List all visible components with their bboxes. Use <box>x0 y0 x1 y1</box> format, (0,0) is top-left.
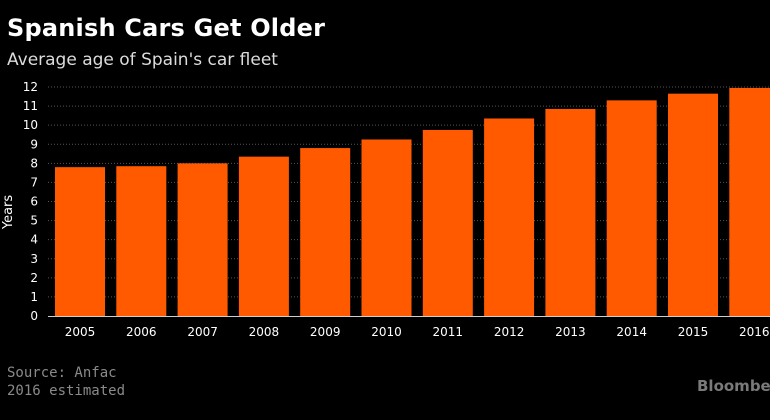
bar-2007 <box>177 163 228 316</box>
x-tick-label: 2015 <box>678 325 709 339</box>
x-tick-label: 2006 <box>126 325 157 339</box>
y-tick-label: 8 <box>30 156 38 170</box>
y-tick-label: 2 <box>30 271 38 285</box>
y-tick-label: 3 <box>30 252 38 266</box>
y-tick-label: 6 <box>30 195 38 209</box>
y-tick-label: 0 <box>30 309 38 323</box>
estimate-note: 2016 estimated <box>7 383 126 399</box>
y-tick-label: 7 <box>30 175 38 189</box>
x-tick-label: 2016 <box>739 325 770 339</box>
y-tick-label: 4 <box>30 233 38 247</box>
x-tick-label: 2009 <box>310 325 341 339</box>
bar-2010 <box>361 139 412 316</box>
y-tick-label: 11 <box>23 99 38 113</box>
x-tick-label: 2011 <box>433 325 464 339</box>
bar-2009 <box>300 148 351 316</box>
bar-2015 <box>668 93 718 316</box>
y-tick-label: 10 <box>23 118 38 132</box>
chart-title: Spanish Cars Get Older <box>7 14 326 42</box>
x-tick-label: 2010 <box>371 325 402 339</box>
x-tick-label: 2012 <box>494 325 525 339</box>
bar-2012 <box>484 118 535 316</box>
source-note: Source: Anfac 2016 estimated <box>7 364 125 400</box>
y-tick-label: 1 <box>30 290 38 304</box>
y-tick-label: 12 <box>23 80 38 94</box>
chart-subtitle: Average age of Spain's car fleet <box>7 50 278 70</box>
y-axis-label: Years <box>1 195 16 231</box>
bar-2014 <box>606 100 657 316</box>
bar-2013 <box>545 108 596 316</box>
y-tick-label: 9 <box>30 137 38 151</box>
bar-2008 <box>238 156 289 316</box>
bar-2006 <box>116 166 167 316</box>
bar-2011 <box>422 129 473 316</box>
x-tick-label: 2005 <box>65 325 96 339</box>
y-tick-label: 5 <box>30 214 38 228</box>
x-tick-label: 2013 <box>555 325 586 339</box>
x-tick-label: 2007 <box>187 325 218 339</box>
bar-2016 <box>729 87 770 317</box>
x-tick-label: 2008 <box>249 325 280 339</box>
x-tick-label: 2014 <box>616 325 647 339</box>
bar-2005 <box>55 167 105 316</box>
source-text: Source: Anfac <box>7 365 117 381</box>
brand-logo-text: Bloomberg <box>697 379 770 394</box>
